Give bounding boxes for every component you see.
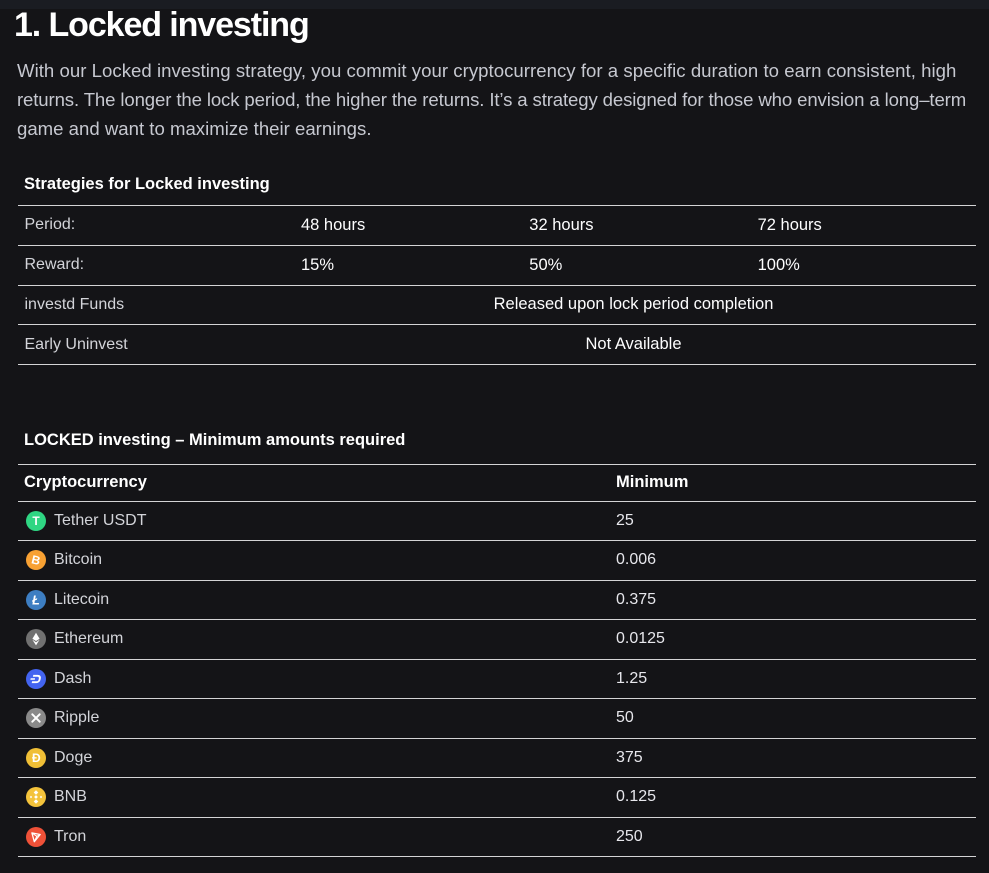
svg-text:B: B <box>30 553 42 569</box>
svg-text:Ð: Ð <box>32 751 41 765</box>
svg-text:T: T <box>32 514 40 528</box>
svg-text:Ł: Ł <box>31 593 40 607</box>
